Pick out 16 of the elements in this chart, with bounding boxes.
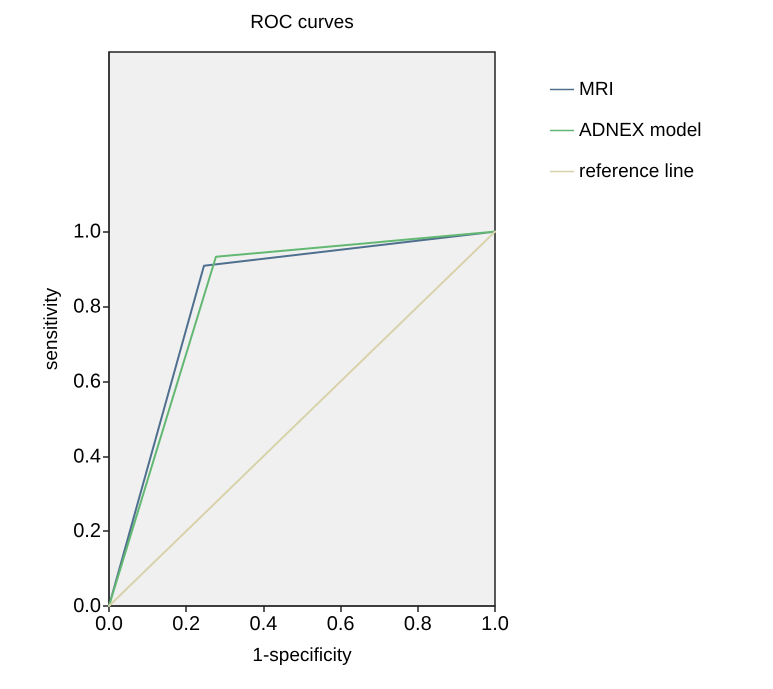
y-tick-label: 0.4 xyxy=(73,445,101,468)
x-axis-title: 1-specificity xyxy=(252,645,352,666)
legend-label: ADNEX model xyxy=(579,120,702,141)
x-tick-label: 0.6 xyxy=(326,613,355,635)
x-tick-label: 0.4 xyxy=(249,613,278,635)
legend-label: MRI xyxy=(579,79,614,100)
x-tick-label: 0.8 xyxy=(404,613,432,635)
legend-label: reference line xyxy=(579,161,694,182)
y-tick-label: 1.0 xyxy=(73,220,101,243)
y-tick-label: 0.8 xyxy=(73,296,101,318)
chart-title: ROC curves xyxy=(250,12,354,33)
x-tick-label: 1.0 xyxy=(481,613,509,635)
y-tick-label: 0.6 xyxy=(73,370,101,392)
x-tick-label: 0.2 xyxy=(172,613,200,635)
y-tick-label: 0.2 xyxy=(73,520,101,542)
y-axis-title: sensitivity xyxy=(41,287,62,370)
